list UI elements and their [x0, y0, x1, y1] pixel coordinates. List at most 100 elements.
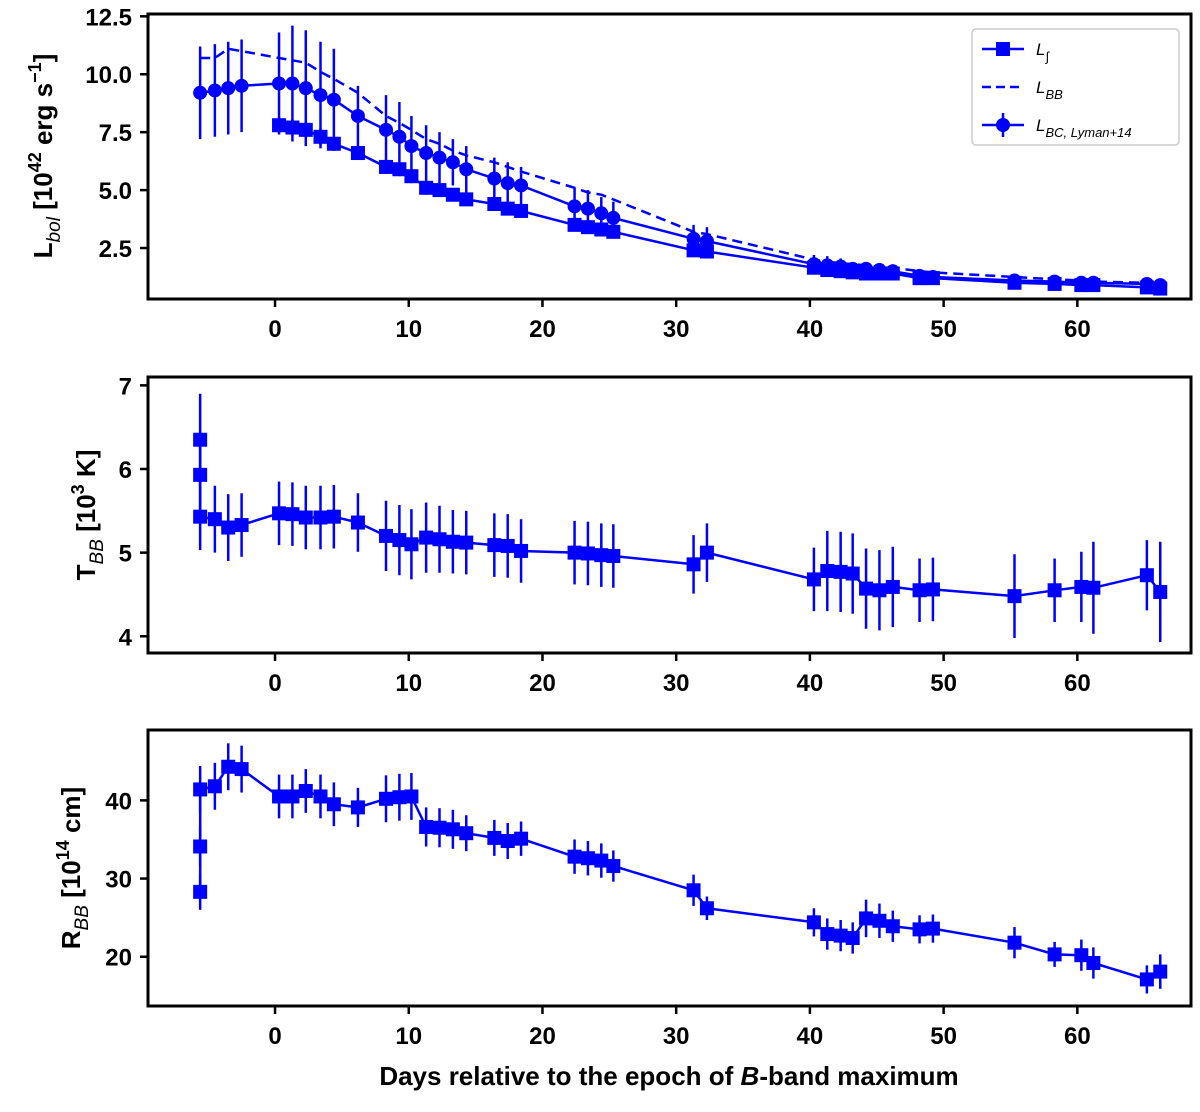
temperature-xtick-label-30: 30	[663, 670, 690, 697]
luminosity-ylabel: Lbol [1042 erg s−1]	[25, 54, 65, 259]
point-L_BC	[419, 146, 434, 161]
point-L_int	[487, 197, 502, 211]
point-R_BB	[285, 789, 300, 804]
point-L_BC	[432, 150, 447, 165]
point-R_BB	[1153, 964, 1168, 979]
temperature-ytick-label-3: 7	[119, 373, 132, 400]
radius-xtick-label-10: 10	[395, 1023, 422, 1050]
radius-ytick-label-2: 40	[105, 788, 132, 815]
point-L_int	[379, 159, 394, 174]
point-T_BB	[567, 545, 582, 560]
temperature-xtick-label-40: 40	[797, 670, 824, 697]
legend-label-lint: L∫	[1036, 40, 1050, 64]
temperature-ticks: 0 10 20 30 40 50 60 4 5 6 7	[119, 373, 1091, 697]
point-R_BB	[193, 884, 208, 899]
series-R_BB	[193, 743, 1168, 994]
point-R_BB	[326, 797, 341, 812]
shared-xlabel: Days relative to the epoch of B-band max…	[379, 1061, 958, 1091]
point-L_BC	[833, 259, 848, 274]
point-T_BB	[350, 515, 365, 530]
point-T_BB	[285, 507, 300, 522]
point-R_BB	[234, 762, 249, 777]
point-R_BB	[833, 928, 848, 943]
series-T_BB	[193, 393, 1168, 643]
point-T_BB	[594, 548, 609, 563]
point-T_BB	[234, 518, 249, 533]
point-R_BB	[1047, 947, 1062, 962]
point-L_BC	[207, 83, 222, 98]
point-R_BB	[500, 834, 515, 849]
luminosity-ticks: 0 10 20 30 40 50 60 2.5 5.0 7.5 10.0 12.5	[85, 4, 1090, 343]
point-T_BB	[313, 510, 328, 525]
radius-ytick-label-0: 20	[105, 945, 132, 972]
point-L_BC	[820, 258, 835, 273]
point-R_BB	[272, 789, 287, 804]
point-R_BB	[872, 913, 887, 928]
legend-entry-lbc: LBC, Lyman+14	[982, 113, 1132, 140]
point-L_int	[445, 187, 460, 202]
point-T_BB	[872, 583, 887, 598]
radius-xtick-label-20: 20	[529, 1023, 556, 1050]
point-L_BC	[285, 76, 300, 91]
panel-luminosity: 0 10 20 30 40 50 60 2.5 5.0 7.5 10.0 12.5 Lbol [104…	[25, 4, 1193, 343]
luminosity-xtick-label-20: 20	[529, 316, 556, 343]
luminosity-marks	[193, 25, 1168, 296]
point-T_BB	[419, 530, 434, 545]
point-L_BC	[459, 162, 474, 177]
point-T_BB	[459, 535, 474, 550]
point-R_BB	[404, 789, 419, 804]
point-T_BB	[193, 467, 208, 482]
luminosity-ytick-label-3: 10.0	[85, 62, 132, 89]
plot-frame-radius	[146, 728, 1193, 1008]
point-R_BB	[859, 911, 874, 926]
temperature-xtick-label-60: 60	[1064, 670, 1091, 697]
temperature-xtick-label-10: 10	[395, 670, 422, 697]
legend-entry-lint: L∫	[982, 40, 1050, 64]
luminosity-xtick-label-30: 30	[663, 316, 690, 343]
point-L_BC	[193, 85, 208, 100]
point-L_BC	[594, 206, 609, 221]
radius-xtick-label-0: 0	[268, 1023, 281, 1050]
point-L_int	[350, 146, 365, 161]
point-R_BB	[580, 851, 595, 866]
point-R_BB	[845, 930, 860, 945]
point-R_BB	[1139, 972, 1154, 987]
luminosity-xtick-label-40: 40	[797, 316, 824, 343]
temperature-ytick-label-1: 5	[119, 541, 132, 568]
point-L_BC	[1086, 275, 1101, 290]
point-T_BB	[404, 537, 419, 552]
point-T_BB	[885, 579, 900, 594]
point-R_BB	[392, 790, 407, 805]
point-L_BC	[925, 269, 940, 284]
point-L_int	[514, 203, 529, 218]
luminosity-xtick-label-50: 50	[930, 316, 957, 343]
luminosity-ytick-label-0: 2.5	[99, 236, 132, 263]
point-T_BB	[272, 506, 287, 521]
point-T_BB	[1074, 579, 1089, 594]
point-R_BB	[514, 831, 529, 846]
point-L_BC	[845, 261, 860, 276]
point-L_BC	[379, 122, 394, 137]
point-T_BB	[1153, 584, 1168, 599]
panel-radius: 0 10 20 30 40 50 60 20 30 40 RBB [1014 cm]	[53, 728, 1193, 1050]
point-T_BB	[859, 581, 874, 596]
point-L_BC	[885, 264, 900, 279]
point-T_BB	[845, 566, 860, 581]
point-L_BC	[686, 231, 701, 246]
point-L_BC	[500, 176, 515, 191]
point-T_BB	[207, 512, 222, 527]
point-L_int	[419, 180, 434, 195]
temperature-xtick-label-20: 20	[529, 670, 556, 697]
temperature-marks	[193, 393, 1168, 643]
point-R_BB	[459, 826, 474, 841]
point-L_BC	[350, 108, 365, 123]
temperature-ytick-label-0: 4	[119, 624, 133, 651]
point-T_BB	[298, 510, 313, 525]
point-R_BB	[806, 915, 821, 930]
plot-frame-temperature	[146, 375, 1193, 655]
radius-xtick-label-50: 50	[930, 1023, 957, 1050]
point-T_BB	[806, 572, 821, 587]
point-R_BB	[820, 927, 835, 942]
point-R_BB	[487, 830, 502, 845]
